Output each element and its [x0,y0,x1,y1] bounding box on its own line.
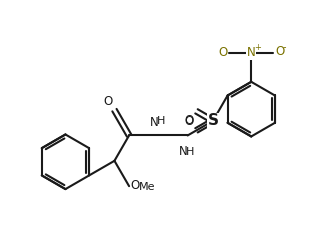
Text: +: + [255,43,261,52]
Text: O: O [103,95,112,108]
Text: O: O [184,114,194,127]
Text: S: S [207,113,218,128]
Text: O: O [218,46,227,59]
Text: H: H [157,116,166,126]
Text: N: N [179,145,188,158]
Text: O: O [275,45,284,58]
Text: Me: Me [139,182,155,192]
Text: O: O [184,115,194,128]
Text: H: H [186,147,195,157]
Text: O: O [130,179,139,192]
Text: N: N [247,46,256,59]
Text: -: - [283,42,287,52]
Text: N: N [150,116,159,129]
